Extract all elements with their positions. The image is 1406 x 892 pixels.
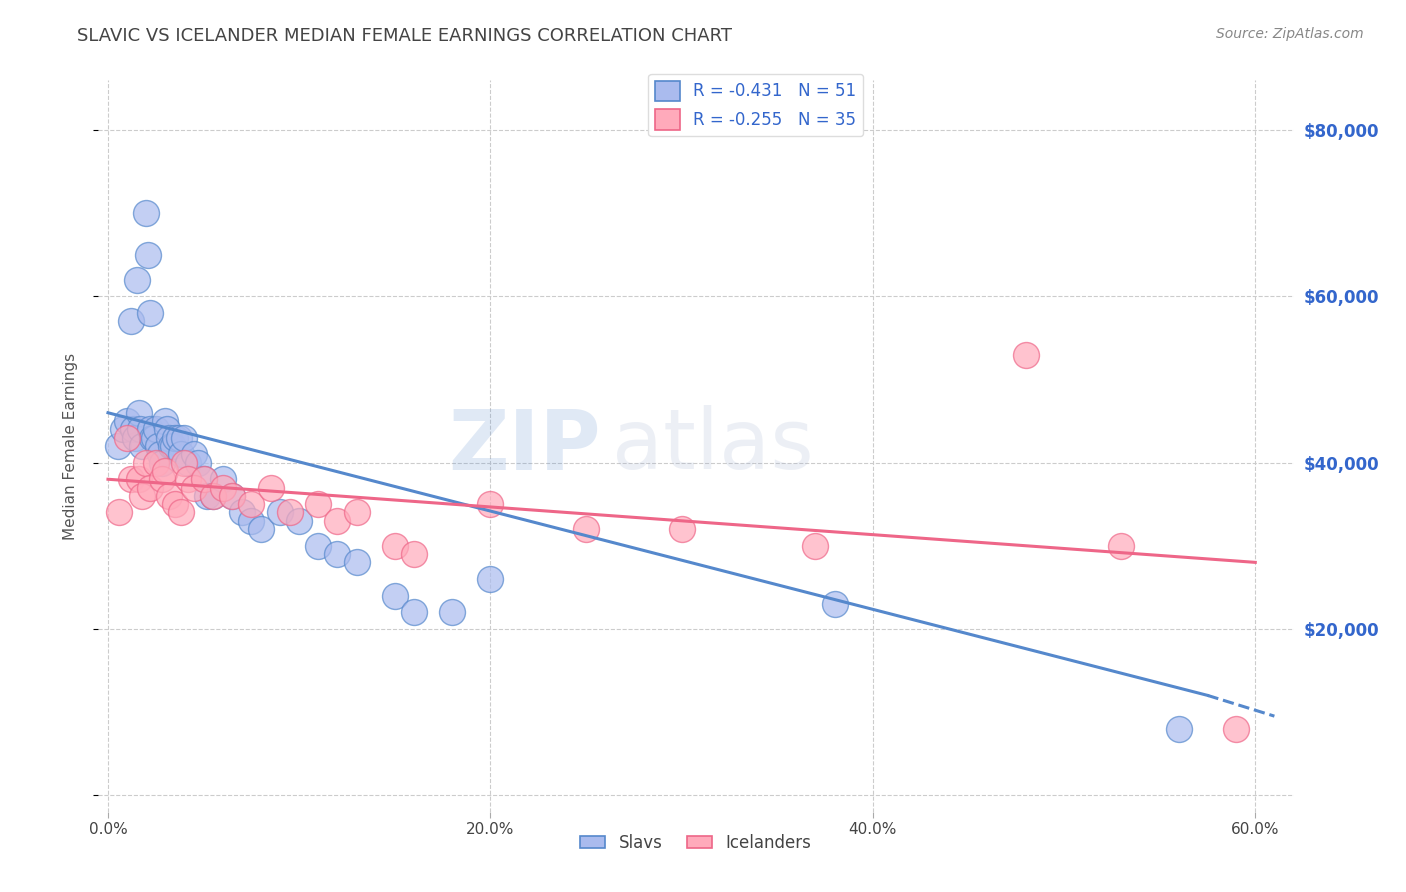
Point bbox=[326, 547, 349, 561]
Point bbox=[115, 431, 138, 445]
Point bbox=[441, 605, 464, 619]
Point bbox=[139, 422, 162, 436]
Point bbox=[1015, 347, 1038, 362]
Point bbox=[197, 489, 219, 503]
Point bbox=[139, 481, 162, 495]
Point bbox=[346, 506, 368, 520]
Text: atlas: atlas bbox=[613, 406, 814, 486]
Point bbox=[231, 506, 253, 520]
Point bbox=[250, 522, 273, 536]
Point bbox=[155, 464, 177, 478]
Point bbox=[177, 472, 200, 486]
Point bbox=[120, 314, 142, 328]
Point bbox=[167, 431, 190, 445]
Point bbox=[177, 456, 200, 470]
Point bbox=[108, 506, 131, 520]
Point bbox=[160, 439, 183, 453]
Point bbox=[479, 497, 502, 511]
Point bbox=[139, 306, 162, 320]
Point bbox=[346, 555, 368, 569]
Point bbox=[193, 472, 215, 486]
Point bbox=[115, 414, 138, 428]
Point bbox=[157, 431, 180, 445]
Point bbox=[128, 472, 150, 486]
Text: ZIP: ZIP bbox=[449, 406, 600, 486]
Point bbox=[1167, 722, 1189, 736]
Point bbox=[128, 406, 150, 420]
Point bbox=[183, 481, 205, 495]
Point bbox=[169, 447, 191, 461]
Point bbox=[824, 597, 846, 611]
Point bbox=[278, 506, 301, 520]
Point bbox=[183, 447, 205, 461]
Point bbox=[1111, 539, 1133, 553]
Point bbox=[202, 489, 225, 503]
Point bbox=[402, 605, 425, 619]
Point bbox=[288, 514, 311, 528]
Point bbox=[384, 589, 406, 603]
Point bbox=[150, 472, 173, 486]
Point bbox=[187, 456, 209, 470]
Point bbox=[145, 456, 167, 470]
Point bbox=[173, 456, 195, 470]
Point bbox=[124, 431, 146, 445]
Point bbox=[162, 439, 184, 453]
Point bbox=[384, 539, 406, 553]
Point bbox=[169, 506, 191, 520]
Point bbox=[163, 497, 186, 511]
Text: SLAVIC VS ICELANDER MEDIAN FEMALE EARNINGS CORRELATION CHART: SLAVIC VS ICELANDER MEDIAN FEMALE EARNIN… bbox=[77, 27, 733, 45]
Point bbox=[221, 489, 243, 503]
Point bbox=[211, 481, 233, 495]
Point bbox=[193, 472, 215, 486]
Y-axis label: Median Female Earnings: Median Female Earnings bbox=[63, 352, 77, 540]
Point bbox=[671, 522, 693, 536]
Point bbox=[307, 497, 329, 511]
Point bbox=[155, 414, 177, 428]
Point bbox=[145, 422, 167, 436]
Point bbox=[575, 522, 598, 536]
Point bbox=[142, 431, 165, 445]
Point bbox=[141, 431, 163, 445]
Point bbox=[326, 514, 349, 528]
Point bbox=[211, 472, 233, 486]
Point bbox=[240, 514, 263, 528]
Point bbox=[157, 489, 180, 503]
Point bbox=[402, 547, 425, 561]
Point bbox=[121, 422, 143, 436]
Text: Source: ZipAtlas.com: Source: ZipAtlas.com bbox=[1216, 27, 1364, 41]
Point bbox=[150, 456, 173, 470]
Point bbox=[479, 572, 502, 586]
Point bbox=[136, 248, 159, 262]
Point bbox=[135, 456, 157, 470]
Point bbox=[269, 506, 291, 520]
Point bbox=[131, 439, 153, 453]
Point bbox=[120, 472, 142, 486]
Point bbox=[221, 489, 243, 503]
Point bbox=[112, 422, 135, 436]
Point bbox=[163, 431, 186, 445]
Point bbox=[131, 489, 153, 503]
Point bbox=[156, 422, 179, 436]
Point bbox=[173, 431, 195, 445]
Point bbox=[259, 481, 281, 495]
Point bbox=[135, 206, 157, 220]
Point bbox=[146, 439, 169, 453]
Point bbox=[202, 489, 225, 503]
Point bbox=[129, 422, 152, 436]
Point bbox=[1225, 722, 1247, 736]
Point bbox=[240, 497, 263, 511]
Point bbox=[149, 447, 172, 461]
Point bbox=[307, 539, 329, 553]
Point bbox=[804, 539, 827, 553]
Legend: Slavs, Icelanders: Slavs, Icelanders bbox=[574, 827, 818, 858]
Point bbox=[107, 439, 129, 453]
Point bbox=[125, 273, 148, 287]
